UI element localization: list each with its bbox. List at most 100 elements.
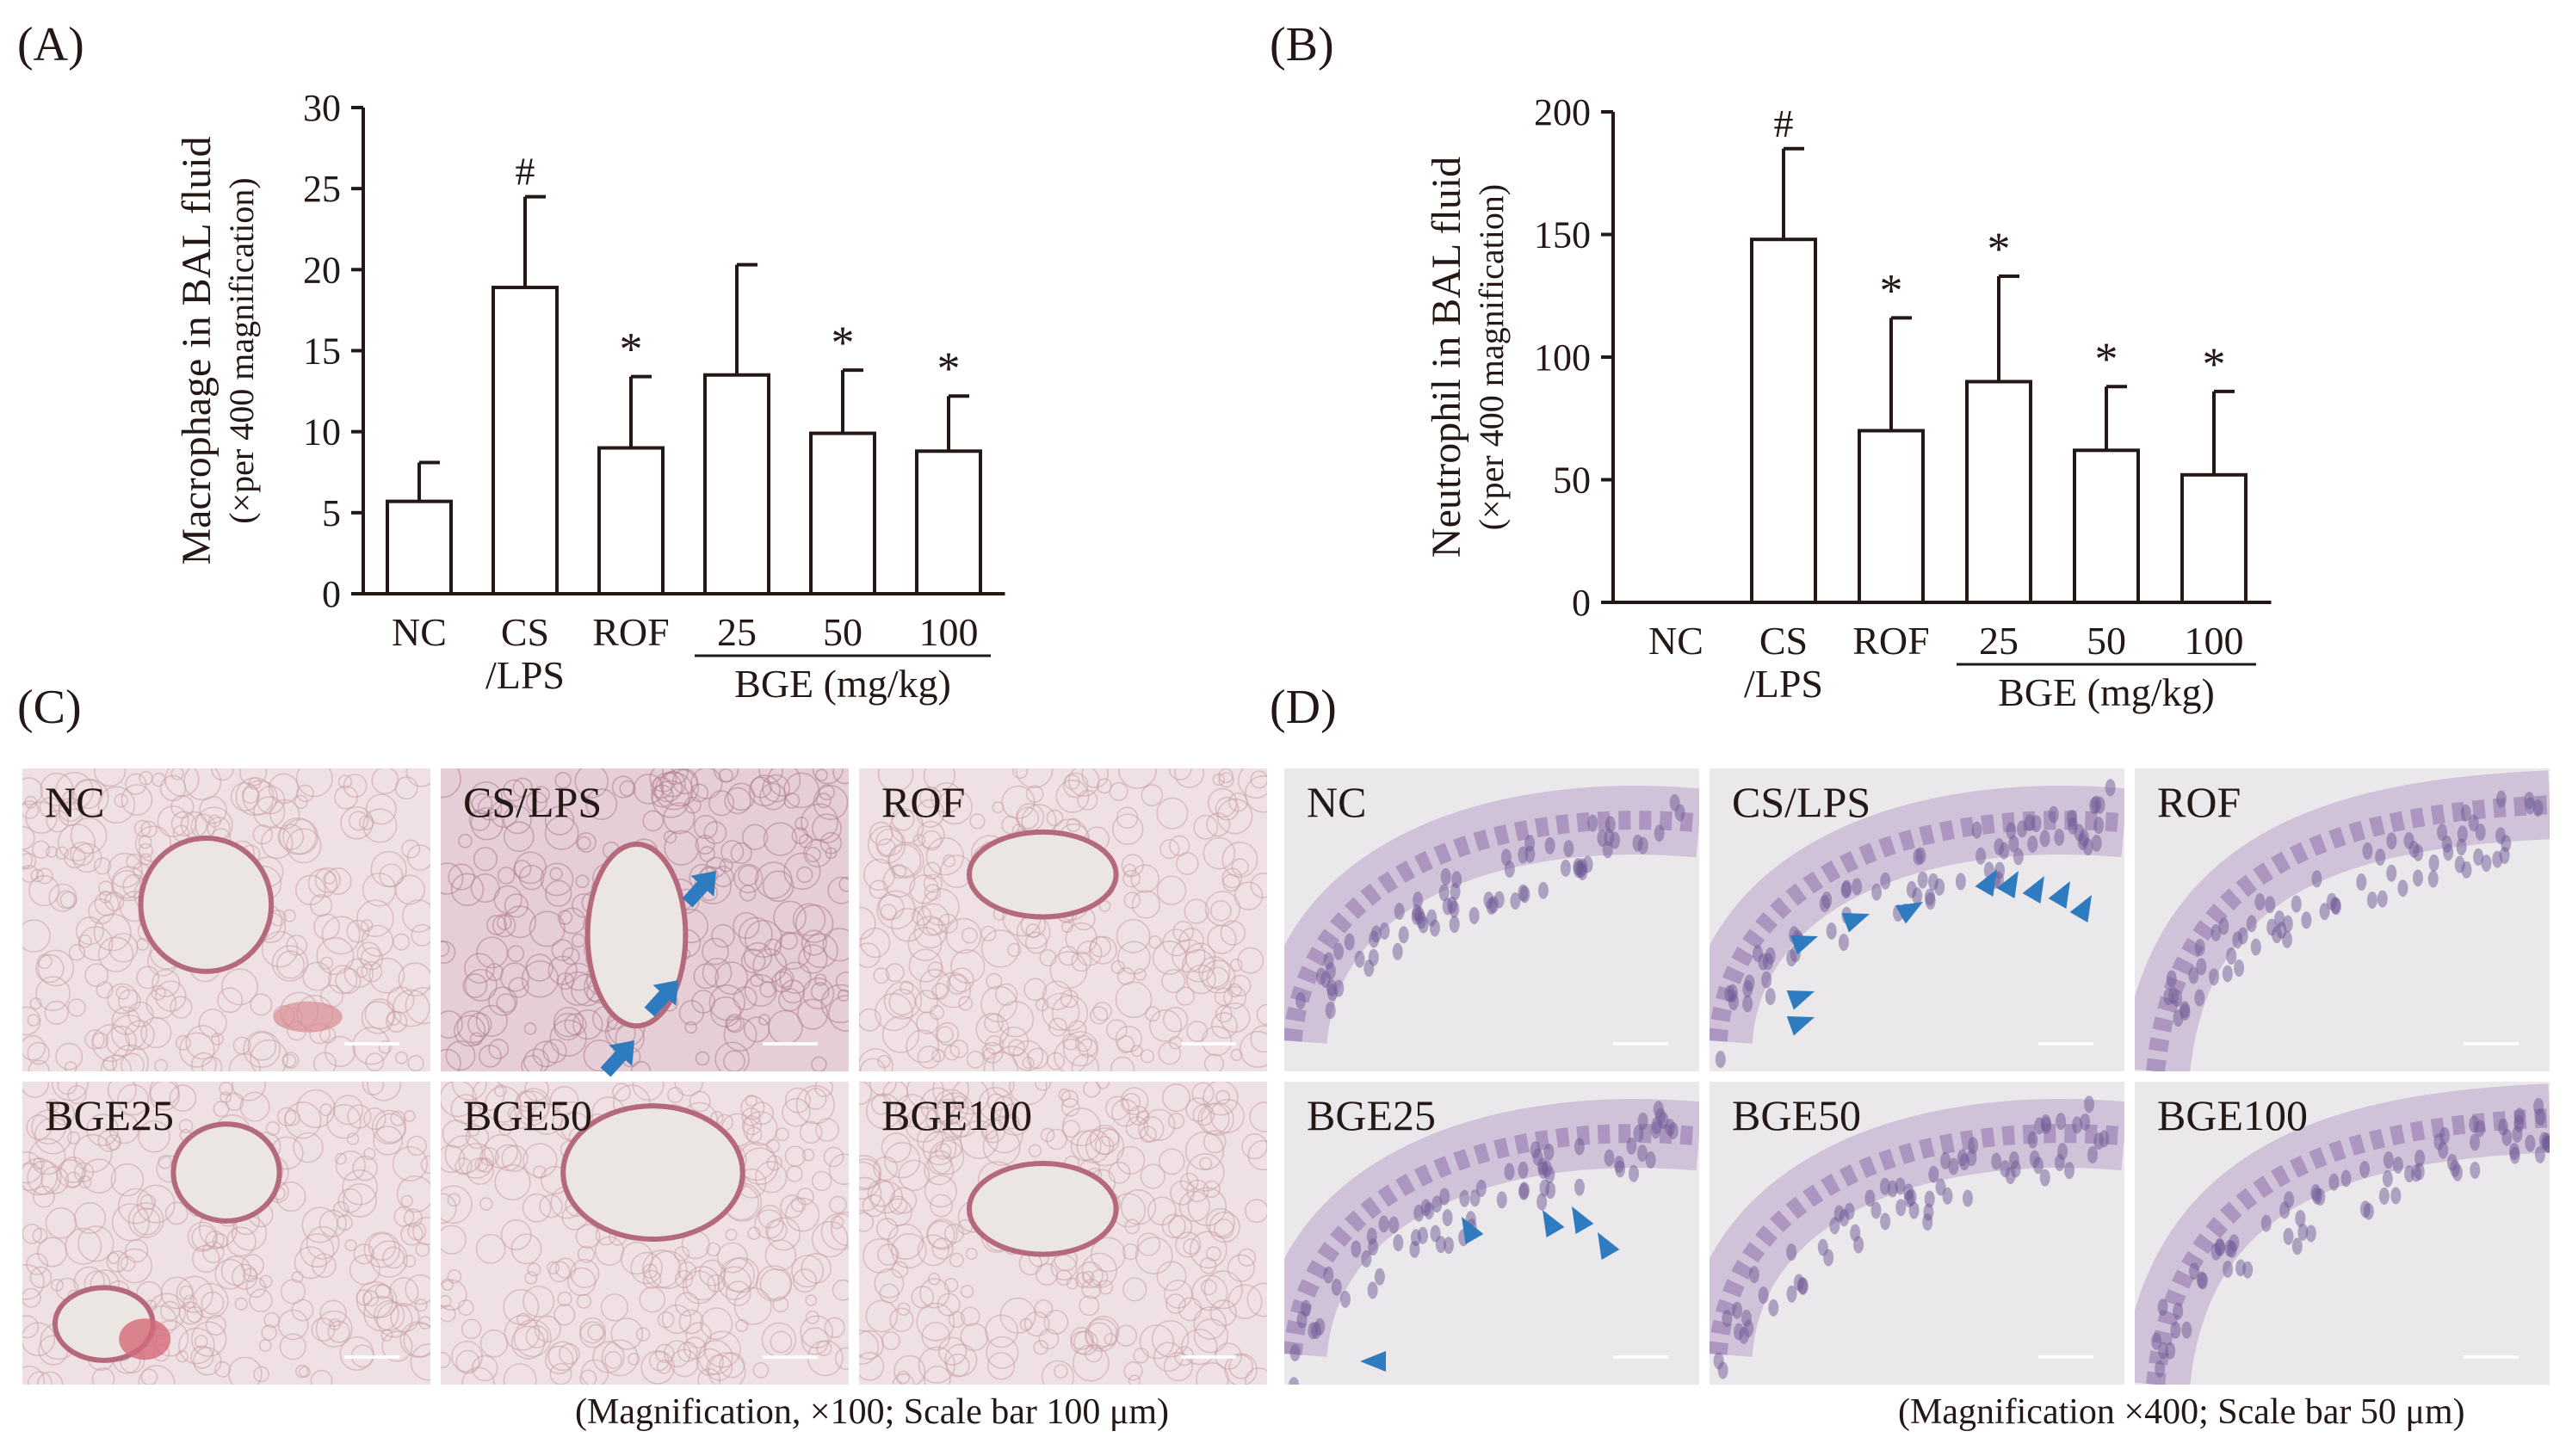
significance-mark-2: *	[1880, 264, 1903, 316]
micrograph-tile-bge100: BGE100	[859, 1082, 1267, 1385]
tissue-texture	[2135, 770, 2550, 1071]
tile-label: BGE25	[1307, 1091, 1436, 1139]
y-tick-label: 50	[1553, 460, 1591, 502]
tile-label: ROF	[881, 778, 966, 826]
blue-arrowhead-icon	[1786, 990, 1815, 1010]
micrograph-tile-rof: ROF	[859, 768, 1267, 1071]
y-axis-sublabel: (×per 400 magnification)	[222, 177, 261, 523]
micrograph-tile-bge25: BGE25	[1284, 1082, 1699, 1385]
tissue-texture	[1284, 1099, 1699, 1385]
y-tick-label: 15	[303, 330, 341, 373]
bge-group-label: BGE (mg/kg)	[734, 662, 951, 706]
tissue-texture	[859, 1082, 1267, 1385]
bar-0	[386, 499, 453, 596]
y-tick-label: 25	[303, 168, 341, 210]
micrograph-tile-rof: ROF	[2135, 768, 2550, 1071]
y-axis-label: Neutrophil in BAL fluid	[1424, 157, 1469, 558]
blue-arrowhead-icon	[1786, 1015, 1815, 1036]
category-label-2: ROF	[1852, 619, 1929, 663]
tile-label: NC	[1307, 778, 1367, 826]
significance-mark-1: #	[516, 150, 535, 194]
blue-arrowhead-icon	[1996, 871, 2019, 898]
y-tick-label: 150	[1534, 214, 1591, 256]
blue-arrowhead-icon	[2048, 881, 2070, 909]
scale-bar	[1181, 1042, 1236, 1046]
tissue-texture	[1710, 779, 2124, 1069]
tissue-texture	[1284, 786, 1699, 1045]
panel-label-c: (C)	[17, 681, 82, 734]
significance-mark-4: *	[832, 317, 855, 368]
blue-arrow-icon	[682, 871, 716, 908]
category-label-3: 25	[717, 610, 757, 654]
tissue-texture	[441, 1082, 849, 1385]
scale-bar	[1613, 1355, 1668, 1359]
category-label-0: NC	[1648, 619, 1703, 663]
scale-bar	[763, 1042, 818, 1046]
micrograph-tile-cslps: CS/LPS	[1710, 768, 2124, 1071]
category-label-1: CS	[1759, 619, 1808, 663]
y-tick-label: 30	[303, 87, 341, 129]
micrograph-tile-nc: NC	[1284, 768, 1699, 1071]
micrograph-tile-bge50: BGE50	[441, 1082, 849, 1385]
significance-mark-1: #	[1774, 102, 1794, 145]
blue-arrowhead-icon	[1841, 912, 1870, 933]
tile-label: BGE100	[2157, 1091, 2308, 1139]
category-label-4: 50	[2087, 619, 2126, 663]
y-tick-label: 20	[303, 249, 341, 291]
scale-bar	[2464, 1355, 2519, 1359]
significance-mark-5: *	[937, 342, 961, 394]
bar-4	[809, 431, 876, 595]
category-label-3: 25	[1979, 619, 2019, 663]
panel-label-d: (D)	[1270, 681, 1337, 734]
micrograph-tile-nc: NC	[22, 768, 430, 1071]
blue-arrowhead-icon	[2069, 895, 2092, 922]
tile-label: CS/LPS	[1732, 778, 1871, 826]
category-label-2: ROF	[592, 610, 669, 654]
y-tick-label: 0	[1572, 582, 1591, 624]
micrograph-tile-cslps: CS/LPS	[441, 768, 849, 1071]
tissue-texture	[1710, 1095, 2124, 1379]
blue-arrowhead-icon	[1975, 869, 1997, 897]
micrograph-tile-bge50: BGE50	[1710, 1082, 2124, 1385]
scale-bar	[344, 1355, 399, 1359]
y-tick-label: 100	[1534, 336, 1591, 379]
y-axis-sublabel: (×per 400 magnification)	[1472, 184, 1511, 530]
bar-3	[703, 373, 770, 595]
significance-mark-3: *	[1988, 223, 2011, 275]
category-label-5: 100	[2185, 619, 2244, 663]
scale-bar	[763, 1355, 818, 1359]
micrograph-tile-bge100: BGE100	[2135, 1082, 2550, 1385]
blue-arrow-icon	[644, 980, 678, 1017]
tile-label: BGE25	[45, 1091, 174, 1139]
blue-arrowhead-icon	[2022, 876, 2044, 904]
scale-bar	[2038, 1042, 2093, 1046]
y-tick-label: 5	[322, 492, 341, 534]
tile-label: BGE50	[463, 1091, 592, 1139]
tile-label: BGE50	[1732, 1091, 1861, 1139]
bar-3	[1965, 379, 2032, 604]
scale-bar	[2038, 1355, 2093, 1359]
chart-b-neutrophil: 0 50 100 150 200 Neutrophil in BAL fluid (×per…	[1424, 91, 2272, 714]
panel-label-a: (A)	[17, 18, 84, 71]
significance-mark-5: *	[2203, 338, 2226, 390]
y-tick-label: 200	[1534, 91, 1591, 133]
scale-bar	[1613, 1042, 1668, 1046]
category-label-0: NC	[392, 610, 447, 654]
significance-mark-2: *	[620, 324, 643, 375]
bar-2	[1858, 429, 1925, 604]
tile-label: NC	[45, 778, 105, 826]
blue-arrowhead-icon	[1598, 1232, 1620, 1260]
bar-4	[2073, 448, 2140, 604]
blue-arrowhead-icon	[1895, 902, 1923, 924]
category-label-1: CS	[501, 610, 549, 654]
y-tick-label: 10	[303, 411, 341, 453]
tissue-texture	[441, 768, 849, 1071]
tissue-texture	[859, 768, 1267, 1071]
tissue-texture	[22, 1082, 430, 1385]
scale-bar	[1181, 1355, 1236, 1359]
category-label-4: 50	[823, 610, 863, 654]
blue-arrowhead-icon	[1462, 1217, 1484, 1244]
scale-bar	[2464, 1042, 2519, 1046]
scale-bar	[344, 1042, 399, 1046]
micrograph-tile-bge25: BGE25	[22, 1082, 430, 1385]
